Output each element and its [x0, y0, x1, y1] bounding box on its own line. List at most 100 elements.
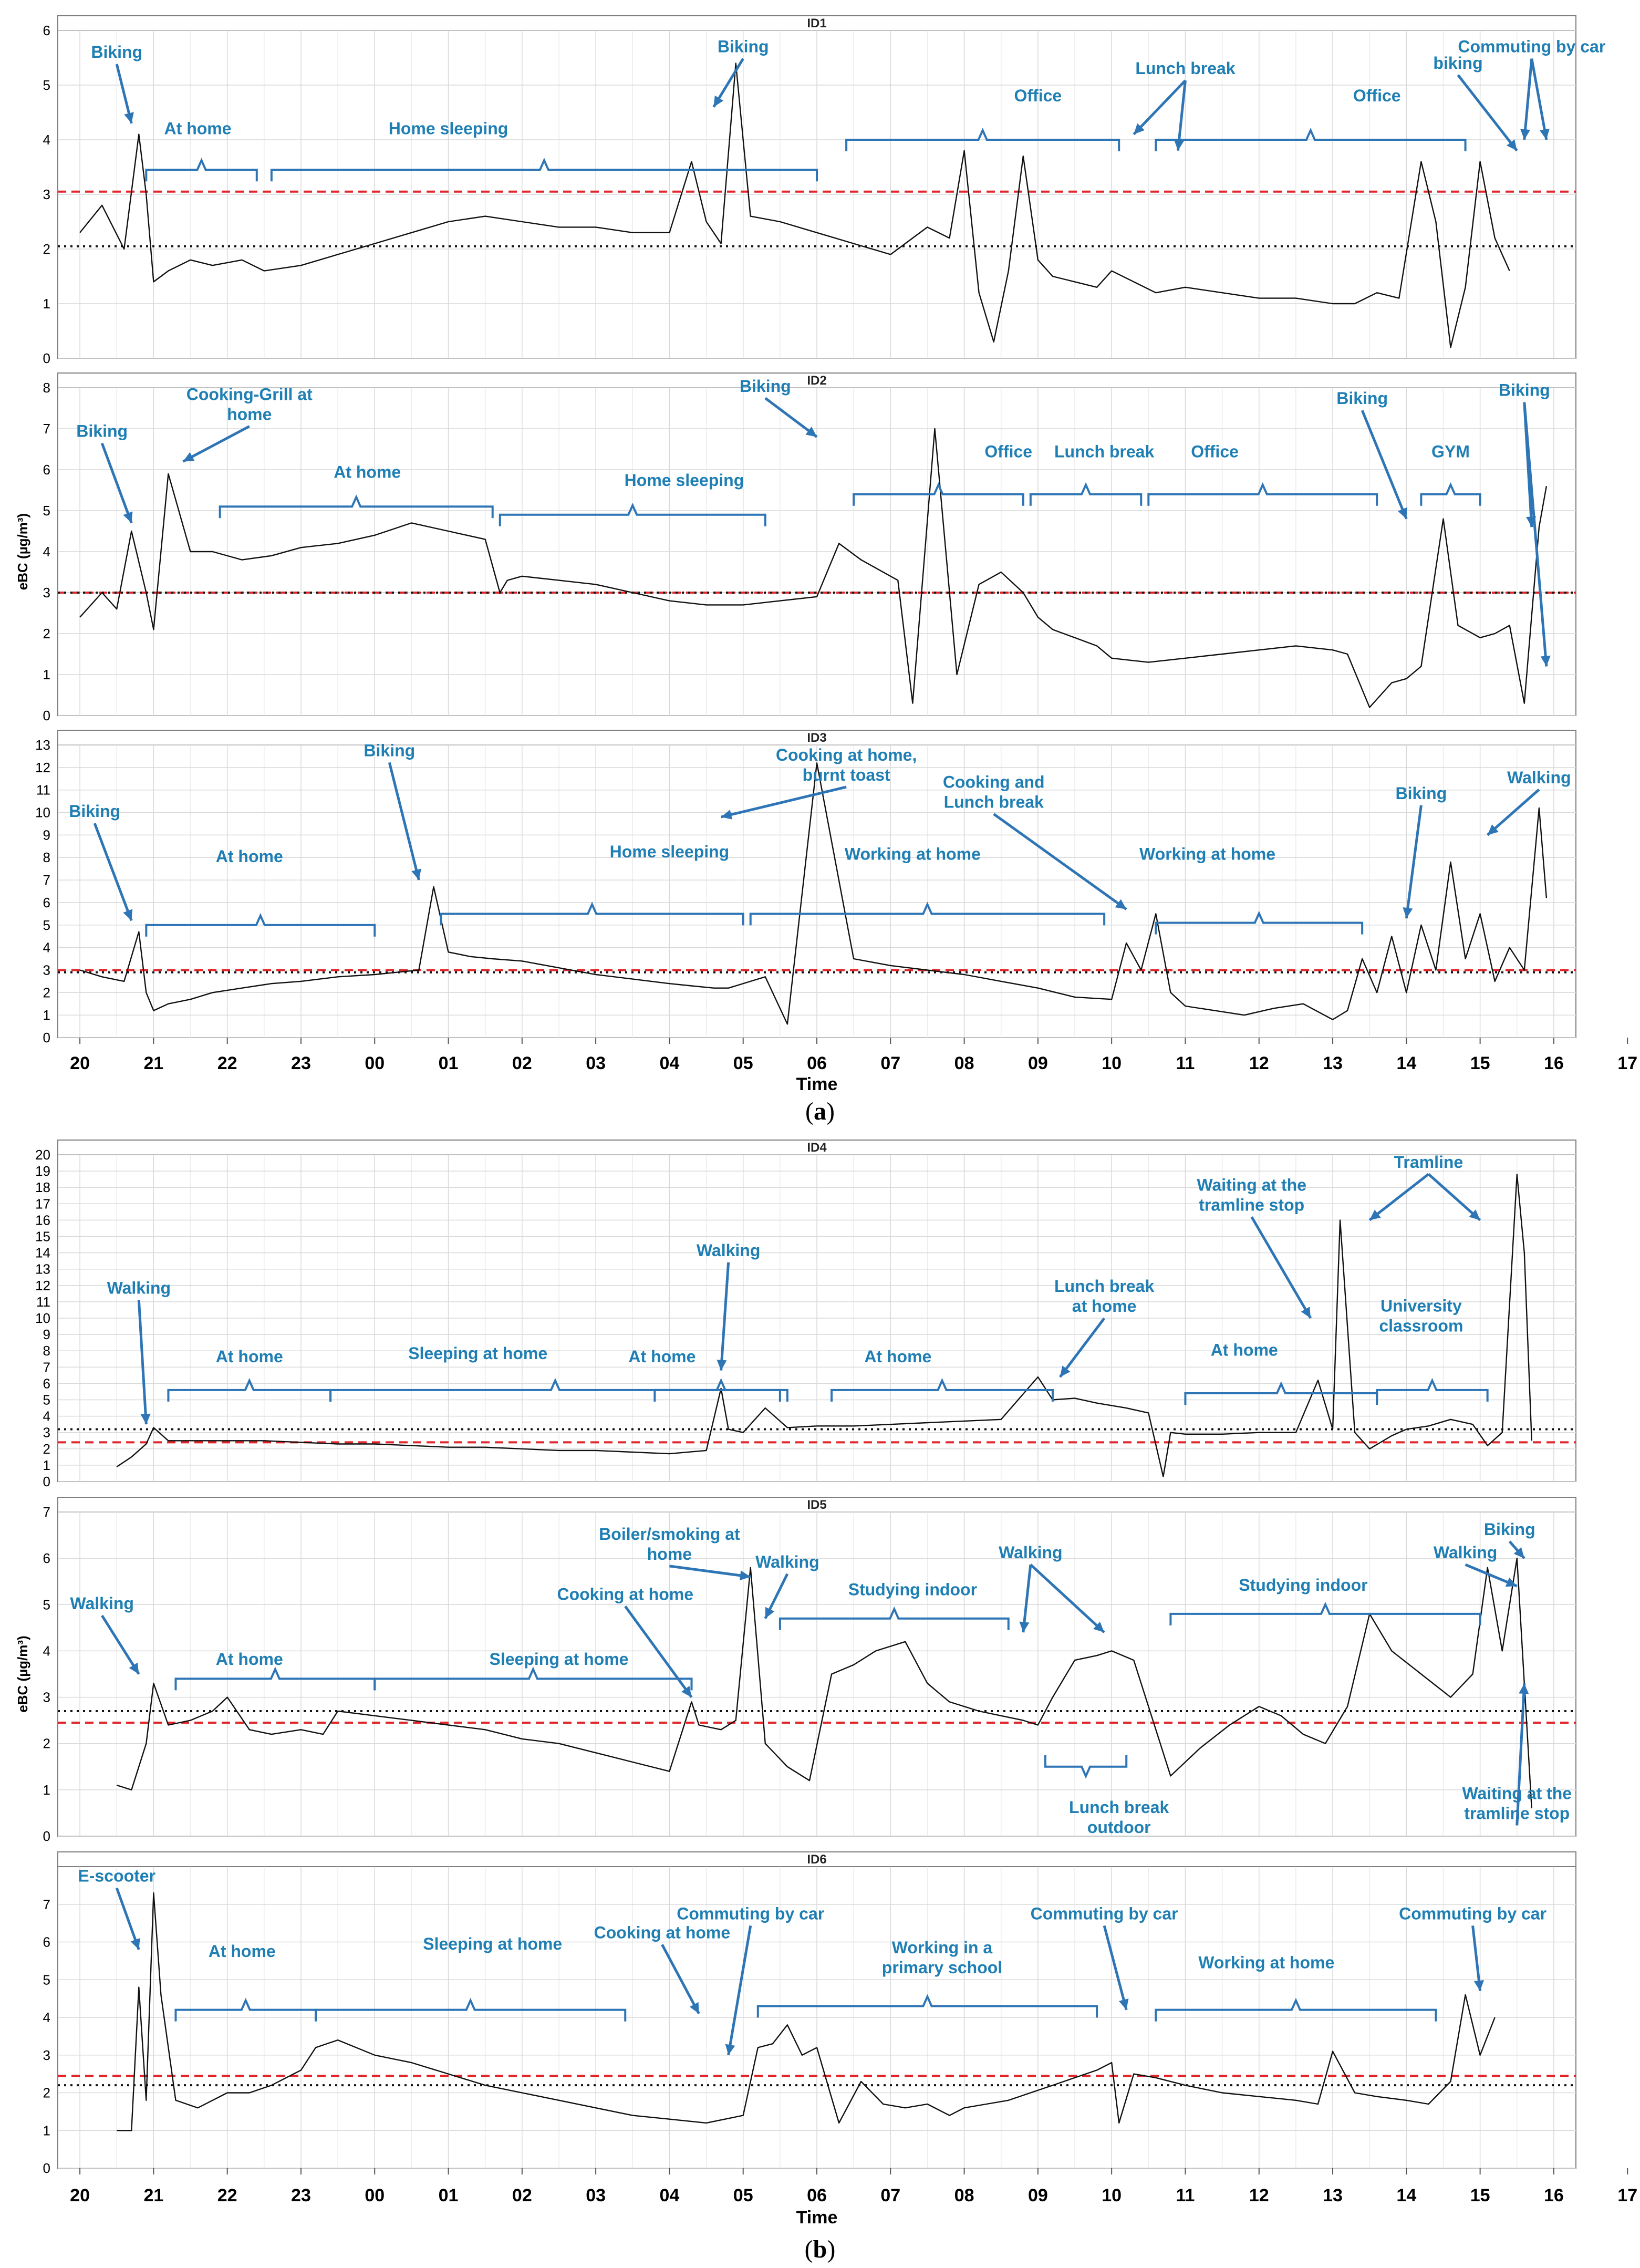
- annotation-label: Sleeping at home: [490, 1650, 629, 1669]
- annotation-label: Commuting by car: [1399, 1904, 1546, 1923]
- y-tick-label: 11: [36, 1294, 50, 1310]
- annotation-arrow: [1058, 1317, 1106, 1378]
- y-tick-label: 10: [35, 1310, 50, 1326]
- y-tick-label: 9: [43, 827, 50, 843]
- chart-title: ID4: [807, 1141, 827, 1155]
- annotation-arrow: [1457, 74, 1518, 152]
- annotation-label: Biking: [1499, 381, 1550, 400]
- annotation-arrow: [388, 762, 420, 881]
- chart-id4: ID401234567891011121314151617181920Walki…: [35, 1140, 1576, 1489]
- annotation-arrow: [669, 1565, 751, 1578]
- annotation-label: At home: [628, 1347, 696, 1366]
- chart-title: ID1: [807, 16, 826, 30]
- arrow-head: [1118, 1998, 1129, 2010]
- annotation-arrow: [661, 1944, 700, 2015]
- annotation-arrow: [721, 785, 847, 819]
- y-tick-label: 2: [43, 2085, 50, 2101]
- annotation-arrow: [100, 442, 133, 524]
- annotation-arrow: [1523, 58, 1533, 140]
- y-tick-label: 0: [43, 350, 50, 366]
- annotation-label: At home: [164, 119, 232, 138]
- annotation-label: Biking: [1336, 389, 1388, 408]
- arrow-head: [123, 909, 133, 921]
- annotation-arrow: [1103, 1925, 1128, 2011]
- annotation-bracket: [499, 502, 766, 526]
- y-tick-label: 7: [43, 1359, 50, 1375]
- annotation-label: Tramline: [1394, 1153, 1463, 1172]
- chart-title: ID2: [807, 374, 826, 388]
- y-tick-label: 5: [43, 503, 50, 519]
- y-axis-title: eBC (µg/m³): [15, 513, 30, 590]
- arrow-head: [129, 1662, 139, 1674]
- arrow-head: [721, 810, 733, 820]
- strip-4: [57, 1497, 1576, 1513]
- y-tick-label: 5: [43, 1597, 50, 1612]
- annotation-label: Lunch break outdoor: [1069, 1798, 1169, 1837]
- annotation-label: Walking: [999, 1543, 1062, 1562]
- y-tick-label: 6: [43, 895, 50, 910]
- y-tick-label: 3: [43, 1690, 50, 1705]
- arrow-head: [1093, 1621, 1105, 1633]
- y-tick-label: 5: [43, 1972, 50, 1987]
- arrow-head: [130, 1938, 140, 1950]
- x-tick-label: 08: [954, 1053, 974, 1073]
- arrow-head: [183, 452, 195, 462]
- x-tick-label: 21: [143, 1053, 163, 1073]
- annotation-label: Cooking at home, burnt toast: [776, 745, 917, 784]
- arrow-head: [1519, 1683, 1529, 1694]
- y-tick-label: 0: [43, 708, 50, 723]
- annotation-arrow: [115, 1887, 140, 1950]
- y-tick-label: 14: [35, 1245, 50, 1261]
- y-tick-label: 3: [43, 585, 50, 600]
- annotation-arrow: [1250, 1216, 1312, 1319]
- y-tick-label: 1: [43, 2122, 50, 2138]
- arrow-head: [1539, 128, 1550, 140]
- arrow-head: [1469, 1209, 1480, 1220]
- annotation-label: Working in a primary school: [882, 1938, 1002, 1977]
- annotation-label: Lunch break: [1135, 59, 1235, 78]
- annotation-label: Cooking and Lunch break: [943, 772, 1045, 811]
- annotation-label: At home: [334, 463, 401, 482]
- x-tick-label: 06: [807, 2186, 827, 2205]
- x-tick-label: 08: [954, 2186, 974, 2205]
- annotation-label: At home: [1211, 1341, 1278, 1360]
- y-tick-label: 6: [43, 1550, 50, 1566]
- annotation-label: Working at home: [845, 845, 981, 864]
- y-tick-label: 9: [43, 1327, 50, 1342]
- annotation-label: Cooking at home: [557, 1585, 693, 1603]
- annotation-arrow: [1523, 402, 1548, 667]
- y-tick-label: 16: [35, 1212, 50, 1228]
- x-tick-label: 06: [807, 1053, 827, 1073]
- x-tick-label: 10: [1102, 2186, 1122, 2205]
- arrow-head: [1505, 1577, 1517, 1587]
- arrow-head: [681, 1685, 692, 1697]
- annotation-bracket: [845, 128, 1120, 151]
- panel-label-b: (b): [805, 2235, 836, 2263]
- x-tick-label: 05: [733, 1053, 753, 1073]
- y-tick-label: 17: [35, 1196, 50, 1211]
- strip-2: [57, 730, 1576, 745]
- annotation-arrow: [1022, 1564, 1032, 1633]
- x-tick-label: 16: [1544, 1053, 1564, 1073]
- annotation-bracket: [749, 902, 1106, 926]
- annotation-label: Lunch break at home: [1054, 1277, 1154, 1316]
- y-tick-label: 6: [43, 462, 50, 478]
- y-tick-label: 1: [43, 1782, 50, 1798]
- annotation-arrow: [101, 1614, 140, 1675]
- x-tick-label: 23: [291, 2186, 311, 2205]
- arrow-head: [411, 868, 421, 881]
- annotation-arrow: [1030, 1563, 1105, 1634]
- annotation-arrow: [624, 1605, 693, 1699]
- y-tick-label: 0: [43, 1030, 50, 1045]
- annotation-arrow: [1361, 410, 1408, 520]
- annotation-bracket: [1376, 1378, 1489, 1402]
- y-tick-label: 7: [43, 1897, 50, 1912]
- annotation-label: Walking: [755, 1552, 819, 1571]
- x-tick-label: 22: [217, 2186, 237, 2205]
- x-tick-label: 15: [1470, 2186, 1490, 2205]
- chart-id2: ID2 0 1 2 3 4 5 6 7 8 eBC (µg/m³) Biking Cooking-Gri…: [15, 372, 1576, 723]
- x-tick-label: 07: [880, 1053, 900, 1073]
- y-tick-label: 0: [43, 2160, 50, 2176]
- annotation-label: GYM: [1431, 442, 1470, 461]
